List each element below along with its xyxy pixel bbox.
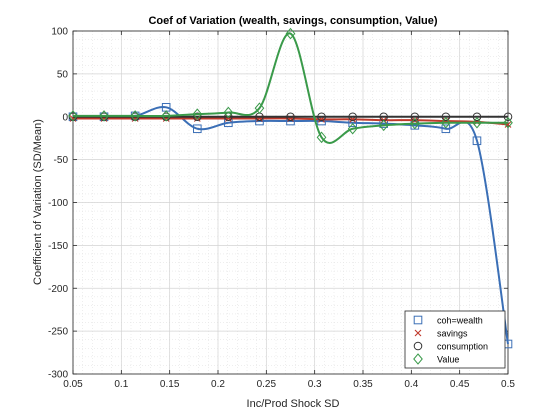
y-tick-label: 100 xyxy=(51,27,68,38)
x-tick-label: 0.15 xyxy=(160,379,180,390)
x-tick-label: 0.45 xyxy=(450,379,470,390)
y-axis-label: Coefficient of Variation (SD/Mean) xyxy=(32,119,44,285)
y-tick-label: -250 xyxy=(48,327,68,338)
x-tick-label: 0.3 xyxy=(308,379,322,390)
chart-title: Coef of Variation (wealth, savings, cons… xyxy=(148,15,437,27)
x-tick-label: 0.35 xyxy=(353,379,373,390)
y-tick-label: 50 xyxy=(57,69,69,80)
y-tick-label: -50 xyxy=(54,155,69,166)
x-axis-label: Inc/Prod Shock SD xyxy=(247,398,340,410)
y-tick-label: -200 xyxy=(48,284,68,295)
legend-label-value: Value xyxy=(437,355,459,365)
legend-label-savings: savings xyxy=(437,329,468,339)
y-tick-label: -100 xyxy=(48,198,68,209)
x-tick-label: 0.4 xyxy=(404,379,418,390)
x-tick-label: 0.25 xyxy=(257,379,277,390)
x-tick-label: 0.05 xyxy=(63,379,83,390)
y-tick-label: -150 xyxy=(48,241,68,252)
legend-label-coh-wealth: coh=wealth xyxy=(437,316,483,326)
legend-label-consumption: consumption xyxy=(437,342,488,352)
legend: coh=wealth savings consumption Value xyxy=(405,311,505,368)
y-tick-label: -300 xyxy=(48,370,68,381)
y-tick-label: 0 xyxy=(62,112,68,123)
x-tick-label: 0.5 xyxy=(501,379,515,390)
x-tick-label: 0.2 xyxy=(211,379,225,390)
x-tick-label: 0.1 xyxy=(114,379,128,390)
